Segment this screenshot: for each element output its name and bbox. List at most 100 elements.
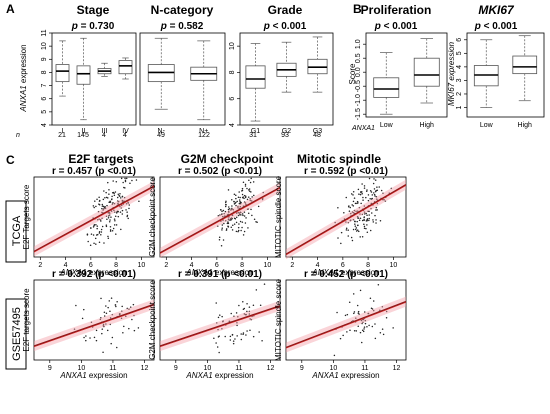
data-point [94, 237, 97, 240]
data-point [92, 234, 95, 236]
stage-n-ii: 145 [77, 132, 89, 139]
data-point [356, 200, 359, 203]
data-point [375, 206, 378, 209]
data-point [241, 193, 244, 196]
data-point [368, 324, 370, 327]
data-point [85, 339, 87, 342]
data-point [245, 203, 247, 206]
data-point [125, 203, 128, 205]
data-point [241, 189, 244, 192]
x-tick-label: 11 [235, 365, 242, 372]
data-point [361, 219, 364, 222]
x-tick-label: 9 [300, 365, 304, 372]
data-point [365, 196, 367, 199]
data-point [98, 218, 100, 220]
data-point [116, 196, 119, 199]
data-point [259, 304, 262, 307]
data-point [224, 201, 227, 204]
x-tick-label: 12 [267, 365, 275, 372]
data-point [350, 212, 352, 215]
category-label-G3: G3 [313, 128, 322, 135]
data-point [352, 218, 355, 221]
data-point [98, 230, 101, 233]
data-point [384, 200, 387, 202]
regression-line-highlight [285, 185, 407, 256]
data-point [368, 214, 370, 216]
data-point [252, 181, 255, 183]
x-tick-label: 11 [109, 365, 116, 372]
data-point [224, 210, 227, 213]
data-point [242, 214, 244, 217]
data-point [95, 243, 97, 245]
ncategory-p-value: p = 0.582 [160, 21, 204, 32]
x-tick-label: 8 [114, 262, 118, 269]
x-tick-label: 12 [141, 365, 149, 372]
data-point [231, 333, 234, 336]
data-point [111, 203, 114, 205]
data-point [240, 211, 242, 214]
data-point [85, 335, 87, 337]
data-point [347, 229, 349, 231]
data-point [96, 227, 98, 230]
data-point [120, 228, 122, 231]
data-point [362, 196, 364, 199]
data-point [235, 312, 238, 314]
data-point [240, 214, 242, 216]
data-point [249, 199, 252, 202]
data-point [369, 197, 371, 200]
data-point [100, 233, 102, 236]
y-tick-label: 6 [229, 97, 236, 101]
data-point [226, 222, 229, 225]
data-point [230, 226, 233, 228]
mki67-p-value: p < 0.001 [474, 21, 518, 32]
data-point [363, 223, 365, 226]
data-point [128, 207, 130, 210]
regression-line-highlight [285, 302, 407, 349]
data-point [131, 318, 133, 321]
data-point [375, 219, 377, 221]
data-point [371, 308, 374, 310]
regression-line-highlight [159, 187, 281, 254]
data-point [83, 308, 85, 311]
data-point [97, 210, 100, 213]
data-point [109, 230, 112, 232]
data-point [351, 239, 354, 242]
data-point [240, 201, 242, 204]
dataset-box-tcga [5, 200, 27, 263]
data-point [249, 329, 251, 332]
data-point [106, 329, 109, 332]
data-point [369, 297, 372, 299]
y-tick-label: 1.0 [355, 39, 362, 49]
data-point [244, 202, 247, 204]
data-point [89, 244, 92, 246]
data-point [364, 319, 367, 322]
box-G1 [245, 65, 266, 89]
data-point [119, 193, 121, 195]
data-point [124, 187, 126, 189]
correlation-label: r = 0.592 (p <0.01) [304, 166, 388, 177]
data-point [243, 230, 246, 233]
data-point [247, 227, 249, 229]
data-point [234, 202, 236, 204]
data-point [373, 192, 375, 194]
data-point [354, 228, 357, 231]
data-point [110, 210, 113, 212]
data-point [113, 194, 116, 196]
data-point [366, 325, 368, 328]
data-point [228, 207, 231, 210]
data-point [231, 217, 233, 220]
data-point [96, 225, 99, 227]
data-point [221, 227, 223, 229]
y-tick-label: -1.5 [355, 108, 362, 120]
data-point [240, 229, 242, 232]
x-tick-label: 4 [190, 262, 194, 269]
data-point [110, 297, 113, 299]
x-tick-label: 9 [174, 365, 178, 372]
y-tick-label: 0.5 [355, 53, 362, 63]
box-Low [373, 77, 400, 98]
data-point [367, 312, 370, 315]
data-point [360, 319, 363, 322]
data-point [120, 207, 123, 209]
data-point [93, 206, 95, 209]
data-point [255, 221, 257, 223]
